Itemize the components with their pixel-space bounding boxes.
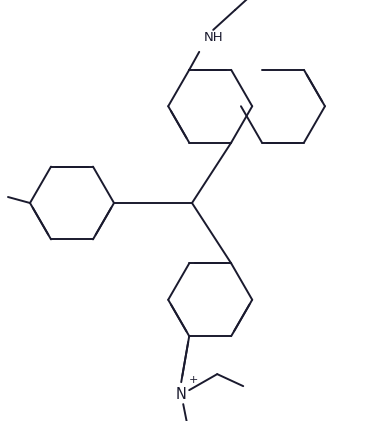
Text: N: N [176, 386, 187, 402]
Text: +: + [188, 375, 198, 385]
Text: HN: HN [0, 187, 2, 200]
Text: NH: NH [203, 32, 223, 44]
